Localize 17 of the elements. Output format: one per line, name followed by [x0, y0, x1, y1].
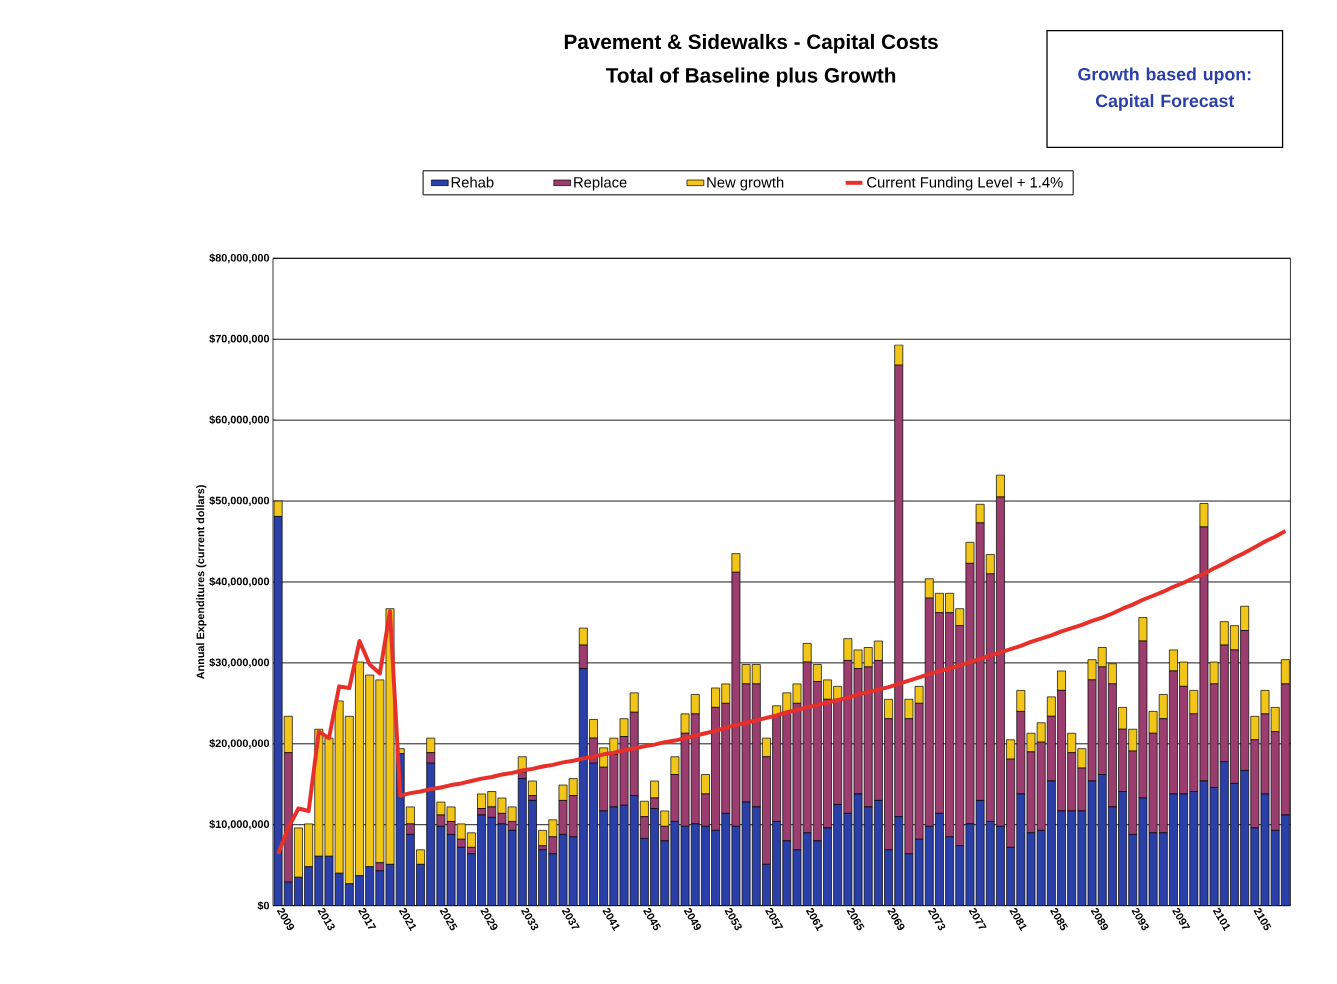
y-tick-label: $10,000,000: [209, 819, 270, 830]
y-tick-label: $80,000,000: [209, 253, 270, 264]
y-tick-label: $40,000,000: [209, 577, 270, 587]
legend-label: Replace: [574, 176, 627, 191]
y-tick-label: $0: [257, 901, 270, 911]
legend-label: New growth: [707, 176, 784, 191]
y-tick-label: $50,000,000: [209, 496, 270, 507]
chart-title: Pavement & Sidewalks - Capital Costs: [564, 33, 938, 54]
y-tick-label: $30,000,000: [209, 658, 270, 668]
legend-label: Current Funding Level + 1.4%: [867, 176, 1063, 191]
y-tick-label: $20,000,000: [209, 739, 270, 749]
chart-subtitle: Total of Baseline plus Growth: [605, 67, 896, 87]
text: Growth based upon: Capital Forecast: [1078, 67, 1251, 111]
y-axis-title: Annual Expenditures (current dollars): [196, 485, 207, 680]
y-tick-label: $60,000,000: [209, 415, 270, 426]
y-tick-label: $70,000,000: [209, 334, 270, 345]
legend-label: Rehab: [451, 176, 494, 188]
